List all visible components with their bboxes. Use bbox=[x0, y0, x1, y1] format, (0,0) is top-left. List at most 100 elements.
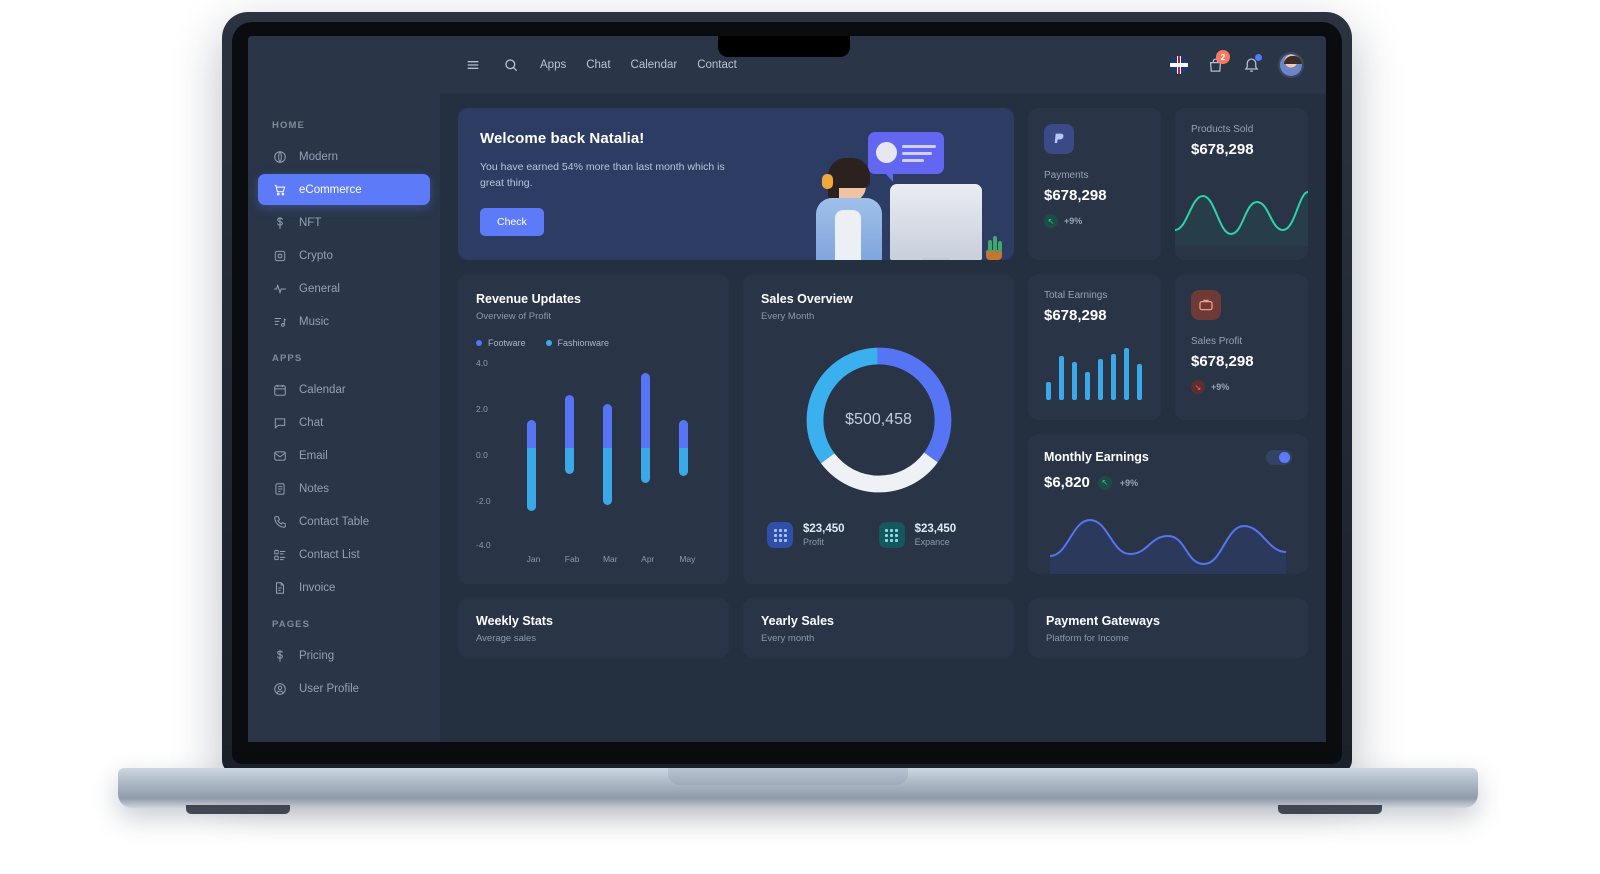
sidebar-item-ecommerce[interactable]: eCommerce bbox=[258, 174, 430, 205]
sales-expance-label: Expance bbox=[914, 537, 950, 547]
y-tick: 0.0 bbox=[476, 450, 488, 460]
chat-bubble-icon bbox=[868, 132, 944, 182]
arrow-up-icon: ↖ bbox=[1097, 475, 1112, 490]
notification-dot bbox=[1255, 54, 1262, 61]
y-tick: 2.0 bbox=[476, 404, 488, 414]
legend-label: Fashionware bbox=[557, 338, 610, 348]
total-earnings-value: $678,298 bbox=[1044, 307, 1107, 324]
sidebar-item-invoice[interactable]: Invoice bbox=[258, 572, 430, 603]
cart-button[interactable]: 2 bbox=[1206, 50, 1230, 74]
revenue-title: Revenue Updates bbox=[476, 292, 581, 306]
banner-title: Welcome back Natalia! bbox=[480, 130, 645, 147]
sidebar-item-user-profile[interactable]: User Profile bbox=[258, 673, 430, 704]
sales-profit-delta-text: +9% bbox=[1211, 382, 1230, 392]
y-tick: -4.0 bbox=[476, 540, 491, 550]
sidebar-item-chat[interactable]: Chat bbox=[258, 407, 430, 438]
products-sold-line-chart bbox=[1175, 191, 1308, 246]
paypal-icon bbox=[1044, 124, 1074, 154]
uk-flag-icon[interactable] bbox=[1170, 56, 1188, 74]
y-tick: -2.0 bbox=[476, 496, 491, 506]
cart-badge: 2 bbox=[1216, 50, 1230, 64]
sales-expance-value: $23,450 bbox=[914, 523, 957, 535]
person-illustration bbox=[808, 150, 892, 260]
search-icon[interactable] bbox=[502, 56, 520, 74]
invoice-icon bbox=[272, 580, 287, 595]
sidebar-item-label: eCommerce bbox=[299, 183, 362, 196]
total-earnings-label: Total Earnings bbox=[1044, 290, 1108, 301]
products-sold-label: Products Sold bbox=[1191, 124, 1254, 135]
revenue-bar-chart: 4.0 2.0 0.0 -2.0 -4.0 bbox=[476, 356, 711, 566]
check-button[interactable]: Check bbox=[480, 207, 544, 236]
weekly-stats-subtitle: Average sales bbox=[476, 633, 537, 644]
briefcase-icon bbox=[1191, 290, 1221, 320]
sidebar-item-calendar[interactable]: Calendar bbox=[258, 374, 430, 405]
monthly-earnings-delta: +9% bbox=[1119, 477, 1139, 488]
nav-link-apps[interactable]: Apps bbox=[540, 59, 567, 71]
payment-gateways-subtitle: Platform for Income bbox=[1046, 633, 1129, 644]
payments-label: Payments bbox=[1044, 170, 1089, 181]
donut-svg bbox=[806, 347, 951, 493]
sidebar-item-crypto[interactable]: Crypto bbox=[258, 240, 430, 271]
total-earnings-card: Total Earnings $678,298 bbox=[1028, 274, 1161, 420]
revenue-updates-card: Revenue Updates Overview of Profit Footw… bbox=[458, 274, 729, 584]
sidebar-item-music[interactable]: Music bbox=[258, 306, 430, 337]
nav-link-chat[interactable]: Chat bbox=[586, 59, 611, 71]
left-column: Welcome back Natalia! You have earned 54… bbox=[458, 108, 1014, 584]
arrow-up-icon: ↖ bbox=[1044, 214, 1058, 228]
sales-footer: $23,450 Profit $23,450 bbox=[761, 522, 996, 548]
sidebar-item-general[interactable]: General bbox=[258, 273, 430, 304]
sidebar-item-pricing[interactable]: Pricing bbox=[258, 640, 430, 671]
bottom-row: Weekly Stats Average sales Yearly Sales … bbox=[458, 598, 1308, 658]
pulse-icon bbox=[272, 281, 287, 296]
sidebar-item-notes[interactable]: Notes bbox=[258, 473, 430, 504]
sidebar-item-label: Contact Table bbox=[299, 515, 370, 528]
nav-link-contact[interactable]: Contact bbox=[697, 59, 737, 71]
sales-profit-label: Sales Profit bbox=[1191, 336, 1243, 347]
chat-icon bbox=[272, 415, 287, 430]
user-avatar[interactable] bbox=[1278, 52, 1304, 78]
yearly-sales-card: Yearly Sales Every month bbox=[743, 598, 1014, 658]
sidebar-item-label: Email bbox=[299, 449, 328, 462]
total-earnings-bar-chart bbox=[1046, 348, 1142, 400]
hamburger-icon[interactable] bbox=[464, 56, 482, 74]
phone-icon bbox=[272, 514, 287, 529]
notes-icon bbox=[272, 481, 287, 496]
nav-link-calendar[interactable]: Calendar bbox=[630, 59, 678, 71]
chip-icon bbox=[272, 248, 287, 263]
sidebar-item-contact-table[interactable]: Contact Table bbox=[258, 506, 430, 537]
bar-jan bbox=[526, 356, 536, 540]
sidebar-item-label: General bbox=[299, 282, 340, 295]
sidebar-item-modern[interactable]: Modern bbox=[258, 141, 430, 172]
sidebar-item-email[interactable]: Email bbox=[258, 440, 430, 471]
legend-fashionware: Fashionware bbox=[545, 338, 610, 348]
dashboard-screen: HOME Modern eCommerce NFT bbox=[248, 36, 1326, 742]
cart-icon bbox=[272, 182, 287, 197]
sidebar-item-contact-list[interactable]: Contact List bbox=[258, 539, 430, 570]
top-header: Apps Chat Calendar Contact 2 bbox=[440, 36, 1326, 94]
right-column: Payments $678,298 ↖ +9% Products Sold $6… bbox=[1028, 108, 1308, 584]
sales-donut-chart: $500,458 bbox=[761, 336, 996, 504]
banner-illustration bbox=[786, 120, 1006, 260]
modern-icon bbox=[272, 149, 287, 164]
grid-dots-icon bbox=[878, 522, 905, 548]
payment-gateways-card: Payment Gateways Platform for Income bbox=[1028, 598, 1308, 658]
monthly-earnings-area-chart bbox=[1049, 518, 1287, 574]
monthly-earnings-card: Monthly Earnings $6,820 ↖ +9% bbox=[1028, 434, 1308, 574]
monthly-earnings-toggle[interactable] bbox=[1266, 450, 1292, 465]
donut-center-value: $500,458 bbox=[845, 411, 912, 428]
bell-icon bbox=[1242, 56, 1260, 74]
payments-card: Payments $678,298 ↖ +9% bbox=[1028, 108, 1161, 260]
sidebar-item-nft[interactable]: NFT bbox=[258, 207, 430, 238]
bar-fab bbox=[564, 356, 574, 540]
laptop-notch bbox=[718, 36, 850, 57]
notifications-button[interactable] bbox=[1242, 54, 1262, 74]
laptop-foot-right bbox=[1278, 805, 1382, 814]
welcome-banner: Welcome back Natalia! You have earned 54… bbox=[458, 108, 1014, 260]
sidebar-item-label: Calendar bbox=[299, 383, 346, 396]
brand-logo[interactable] bbox=[248, 48, 440, 106]
revenue-subtitle: Overview of Profit bbox=[476, 311, 551, 322]
sales-overview-card: Sales Overview Every Month $500,458 bbox=[743, 274, 1014, 584]
monthly-earnings-title: Monthly Earnings bbox=[1044, 450, 1149, 464]
yearly-sales-title: Yearly Sales bbox=[761, 614, 834, 628]
